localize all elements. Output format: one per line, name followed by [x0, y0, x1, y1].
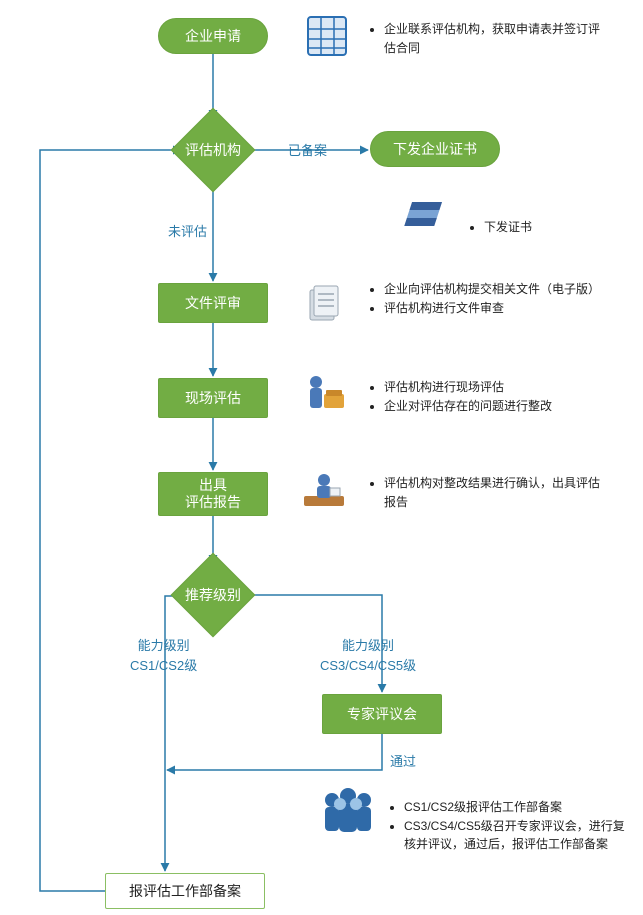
people-group-icon — [318, 784, 378, 840]
note-item: 企业向评估机构提交相关文件（电子版） — [384, 280, 610, 299]
node-doc-review: 文件评审 — [158, 283, 268, 323]
node-recommend: 推荐级别 — [171, 553, 256, 638]
node-file-record: 报评估工作部备案 — [105, 873, 265, 909]
label-archived: 已备案 — [288, 140, 327, 159]
note-item: 评估机构对整改结果进行确认，出具评估报告 — [384, 474, 610, 511]
note-item: 企业联系评估机构，获取申请表并签订评估合同 — [384, 20, 600, 57]
notes-apply: 企业联系评估机构，获取申请表并签订评估合同 — [370, 20, 600, 57]
documents-icon — [302, 282, 344, 324]
note-item: CS3/CS4/CS5级召开专家评议会，进行复核并评议，通过后，报评估工作部备案 — [404, 817, 630, 854]
node-label: 文件评审 — [185, 293, 241, 313]
node-label: 现场评估 — [185, 388, 241, 408]
books-icon — [400, 196, 444, 240]
notes-doc: 企业向评估机构提交相关文件（电子版） 评估机构进行文件审查 — [370, 280, 610, 317]
note-item: 下发证书 — [484, 218, 620, 237]
node-issue-cert: 下发企业证书 — [370, 131, 500, 167]
notes-report: 评估机构对整改结果进行确认，出具评估报告 — [370, 474, 610, 511]
node-report: 出具 评估报告 — [158, 472, 268, 516]
node-agency: 评估机构 — [171, 108, 256, 193]
node-label: 报评估工作部备案 — [129, 881, 241, 901]
label-pass: 通过 — [390, 751, 416, 770]
notes-final: CS1/CS2级报评估工作部备案 CS3/CS4/CS5级召开专家评议会，进行复… — [390, 798, 630, 854]
node-label: 评估机构 — [185, 140, 241, 160]
label-cs12: 能力级别 CS1/CS2级 — [130, 636, 197, 675]
desk-person-icon — [300, 468, 348, 514]
notes-cert: 下发证书 — [470, 218, 620, 237]
node-label: 专家评议会 — [347, 704, 417, 724]
node-label: 下发企业证书 — [393, 139, 477, 159]
node-onsite: 现场评估 — [158, 378, 268, 418]
worker-icon — [300, 372, 348, 418]
note-item: 评估机构进行现场评估 — [384, 378, 610, 397]
node-label: 企业申请 — [185, 26, 241, 46]
note-item: 评估机构进行文件审查 — [384, 299, 610, 318]
spreadsheet-icon — [305, 14, 349, 58]
notes-onsite: 评估机构进行现场评估 企业对评估存在的问题进行整改 — [370, 378, 610, 415]
node-expert: 专家评议会 — [322, 694, 442, 734]
label-not-evaluated: 未评估 — [168, 221, 207, 240]
flow-connectors — [0, 0, 643, 915]
label-cs345: 能力级别 CS3/CS4/CS5级 — [320, 636, 416, 675]
node-apply: 企业申请 — [158, 18, 268, 54]
node-label: 推荐级别 — [185, 585, 241, 605]
note-item: 企业对评估存在的问题进行整改 — [384, 397, 610, 416]
note-item: CS1/CS2级报评估工作部备案 — [404, 798, 630, 817]
node-label: 出具 评估报告 — [185, 477, 241, 511]
